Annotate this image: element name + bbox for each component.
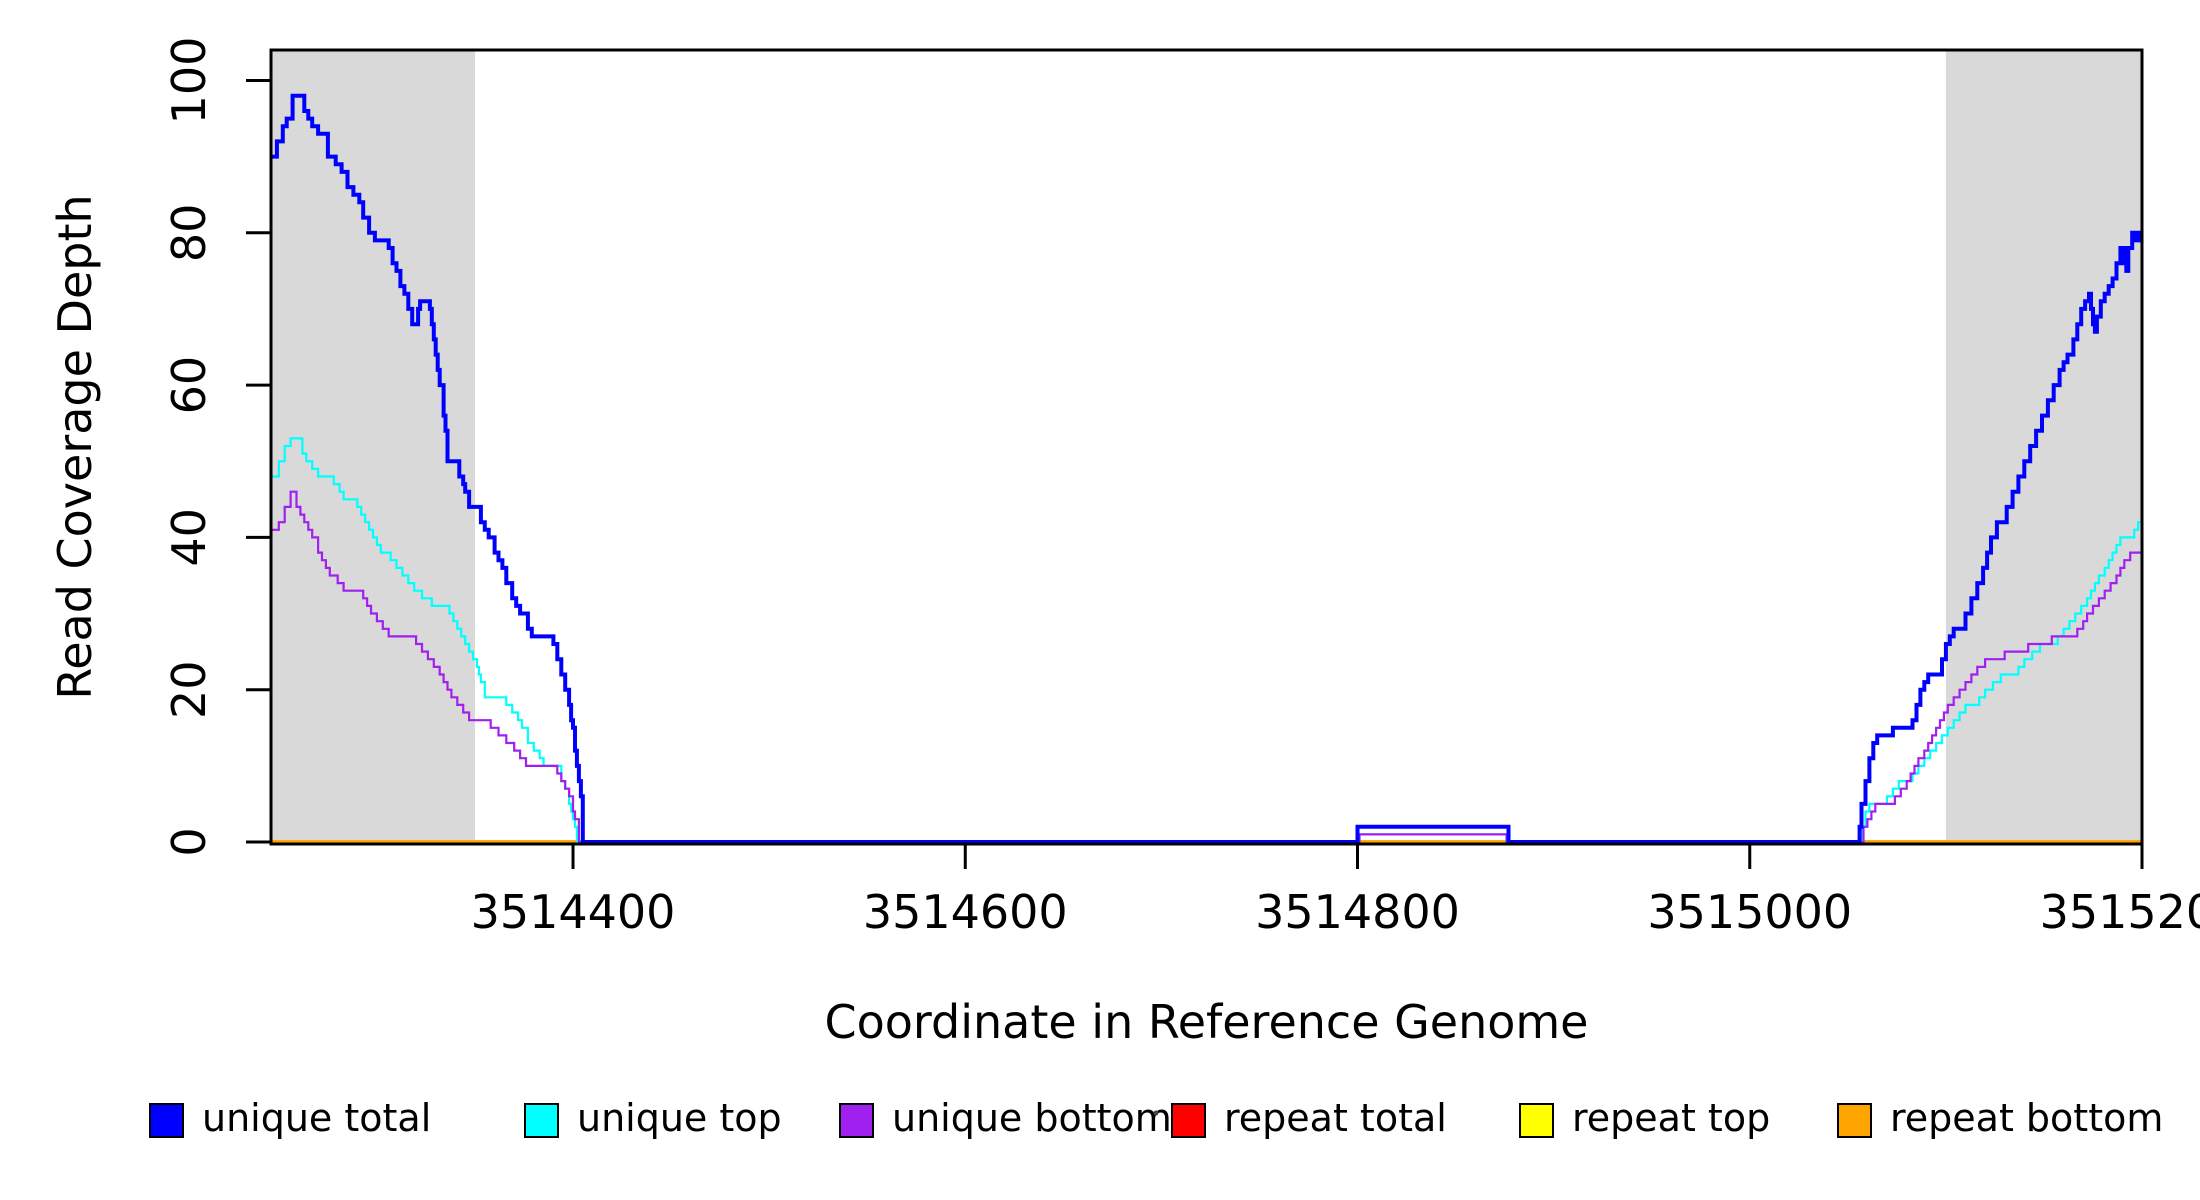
y-axis-title: Read Coverage Depth <box>48 194 102 700</box>
series-unique-bottom <box>271 490 2142 844</box>
x-axis-title: Coordinate in Reference Genome <box>824 995 1589 1049</box>
y-tick-label: 40 <box>162 508 216 567</box>
legend-label-unique-top: unique top <box>577 1096 782 1140</box>
legend-swatch-repeat-top <box>1519 1103 1554 1138</box>
legend-label-repeat-total: repeat total <box>1224 1096 1447 1140</box>
legend-swatch-repeat-bottom <box>1837 1103 1872 1138</box>
legend-label-unique-total: unique total <box>202 1096 431 1140</box>
legend-separator-dot <box>1153 1110 1159 1116</box>
x-tick-label: 3514800 <box>1255 885 1460 939</box>
legend-label-repeat-bottom: repeat bottom <box>1890 1096 2163 1140</box>
legend-swatch-unique-total <box>149 1103 184 1138</box>
y-tick-label: 0 <box>162 827 216 856</box>
x-tick-label: 3514600 <box>863 885 1068 939</box>
legend-swatch-repeat-total <box>1171 1103 1206 1138</box>
legend-label-unique-bottom: unique bottom <box>892 1096 1172 1140</box>
x-tick-label: 3515200 <box>2040 885 2200 939</box>
legend-swatch-unique-bottom <box>839 1103 874 1138</box>
y-tick-label: 100 <box>162 37 216 125</box>
y-tick-label: 20 <box>162 660 216 719</box>
legend-label-repeat-top: repeat top <box>1572 1096 1770 1140</box>
series-unique-total <box>271 93 2142 844</box>
y-tick-label: 60 <box>162 356 216 415</box>
repeat-region-band-1 <box>271 50 475 844</box>
legend-swatch-unique-top <box>524 1103 559 1138</box>
plot-box <box>269 48 2144 846</box>
x-tick-label: 3515000 <box>1647 885 1852 939</box>
repeat-region-band-2 <box>1945 50 2142 844</box>
x-tick-label: 3514400 <box>471 885 676 939</box>
y-tick-label: 80 <box>162 204 216 263</box>
